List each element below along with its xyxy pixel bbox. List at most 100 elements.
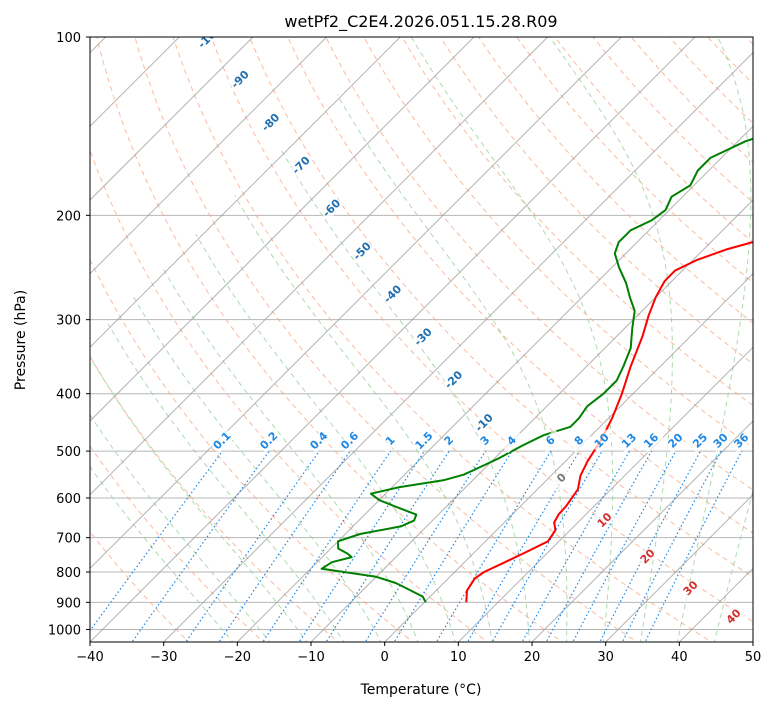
mixing-ratio-label-bg [617,429,642,454]
dry-adiabat-label-bg [441,368,467,393]
dry-adiabat-line [90,258,414,642]
isotherm-line [604,493,753,642]
y-tick-label: 400 [56,388,81,403]
y-axis-label: Pressure (hPa) [13,290,29,390]
isotherm-line [90,37,328,275]
mixing-ratio-label-bg [500,429,525,454]
mixing-ratio-line [572,450,677,642]
dry-adiabat-line [96,37,564,642]
plot-frame [89,36,754,643]
moist-adiabat-label-bg [721,604,747,629]
axes: −40 −30 −20 −10 0 10 20 30 40 50 100 200 300 400 500 60… [48,31,761,665]
moist-adiabat-line [107,323,345,642]
x-tick-label: −10 [297,650,324,665]
y-tick-label: 700 [56,532,81,547]
moist-adiabat-line [90,413,271,642]
moist-adiabat-line [280,149,530,642]
isotherm-line [90,37,475,422]
y-tick-label: 1000 [48,623,81,638]
x-tick-label: 20 [524,650,541,665]
mixing-ratio-label-bg [378,429,403,454]
mixing-ratio-line [185,450,320,642]
dry-adiabat-label-bg [350,239,375,264]
x-tick-label: −30 [150,650,177,665]
dry-adiabat-label-bg [319,196,345,221]
y-tick-label: 900 [56,596,81,611]
line-labels: -100-90-80-70-60-50-40-30-20-10010203040… [195,37,753,629]
mixing-ratio-label-bg [307,429,332,454]
mixing-ratio-label-bg [437,429,462,454]
chart-title: wetPf2_C2E4.2026.051.15.28.R09 [284,12,557,32]
x-tick-label: 40 [671,650,688,665]
moist-adiabat-line [410,37,614,642]
moist-adiabat-line [549,37,673,642]
isotherm-line [162,51,753,642]
dry-adiabat-line [248,37,753,578]
moist-adiabat-line [234,195,493,642]
x-tick-label: 10 [450,650,467,665]
mixing-ratio-label-bg [688,429,713,454]
dry-adiabat-label-bg [289,153,314,178]
isotherm-line [383,272,753,642]
moist-adiabat-label-bg [549,466,575,491]
moist-adiabat-label-bg [592,508,618,533]
dry-adiabat-line [325,37,753,491]
mixing-ratio-label-bg [412,429,437,454]
dry-adiabat-line [401,37,753,406]
moist-adiabat-line [90,465,234,642]
mixing-ratio-label-bg [210,429,235,454]
mixing-ratio-label-bg [663,429,688,454]
mixing-ratio-line [599,450,702,642]
mixing-ratio-line [325,450,450,642]
moist-adiabat-line [195,233,456,642]
dry-adiabat-label-bg [228,67,253,92]
mixing-ratio-label-bg [338,429,363,454]
y-tick-label: 600 [56,492,81,507]
moist-adiabat-label-bg [678,576,704,601]
mixing-ratio-label-bg [639,429,664,454]
mixing-ratio-line [621,450,722,642]
moist-adiabat-label-bg [635,544,661,569]
temperature-profile-line [465,241,753,603]
background-lines [90,37,753,642]
x-tick-label: 0 [381,650,389,665]
mixing-ratio-line [298,450,425,642]
series-layer [320,137,753,603]
dry-adiabat-label-bg [411,325,436,350]
x-axis-label: Temperature (°C) [360,682,482,698]
dry-adiabat-line [90,355,339,642]
mixing-ratio-line [466,450,580,642]
mixing-ratio-line [218,450,351,642]
dewpoint-profile-line [320,137,753,603]
moist-adiabat-line [162,267,419,642]
isotherm-line [531,420,753,642]
dry-adiabat-label-bg [380,282,406,307]
isotherm-line [457,346,753,642]
y-tick-label: 100 [56,31,81,46]
mixing-ratio-label-bg [473,429,498,454]
moist-adiabat-line [133,297,382,642]
mixing-ratio-label-bg [590,429,615,454]
mixing-ratio-line [262,450,392,642]
mixing-ratio-line [393,450,513,642]
x-tick-label: −20 [224,650,251,665]
isotherm-line [310,199,753,642]
isotherm-line [90,37,696,642]
y-tick-label: 500 [56,445,81,460]
dry-adiabat-line [210,37,753,623]
mixing-ratio-label-bg [567,429,592,454]
mixing-ratio-label-bg [538,429,563,454]
mixing-ratio-label-bg [709,429,734,454]
y-tick-label: 200 [56,209,81,224]
mixing-ratio-line [131,450,270,642]
x-tick-label: 50 [745,650,762,665]
dry-adiabat-line [287,37,753,534]
mixing-ratio-label-bg [257,429,282,454]
isotherm-line [90,37,623,570]
dry-adiabat-line [134,37,638,642]
mixing-ratio-label-bg [729,429,753,454]
y-tick-label: 300 [56,314,81,329]
mixing-ratio-line [364,450,486,642]
mixing-ratio-line [90,450,223,632]
moist-adiabat-line [336,94,568,642]
